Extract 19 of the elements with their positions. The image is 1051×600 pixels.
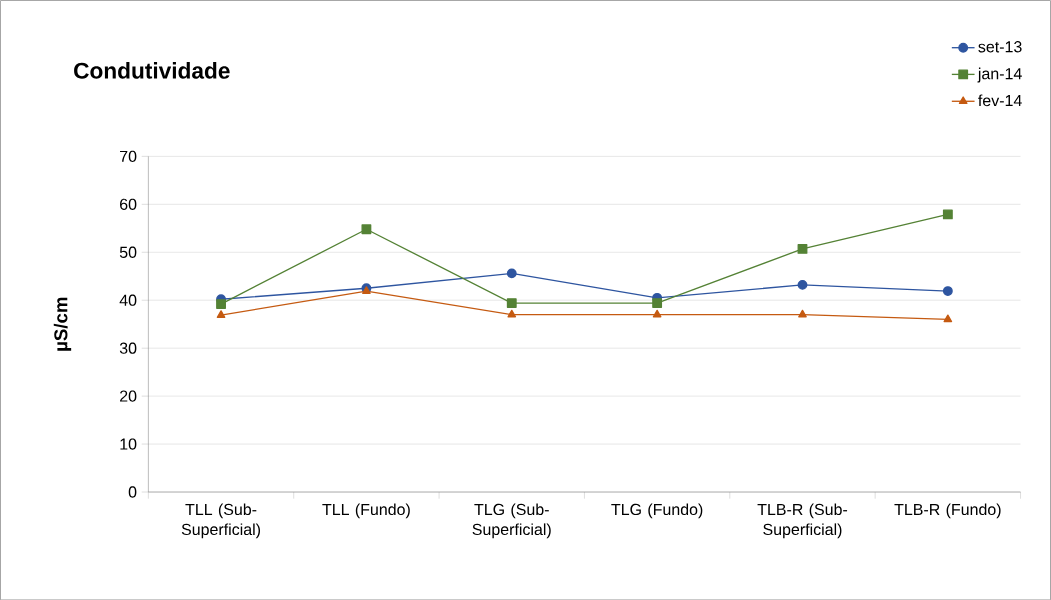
- y-tick-label: 50: [119, 246, 137, 258]
- chart-title: Condutividade: [74, 61, 230, 79]
- y-axis-title: µS/cm: [53, 297, 72, 351]
- y-tick-label: 10: [120, 438, 137, 450]
- x-tick-label: TLL (Sub-Superficial): [181, 503, 261, 539]
- y-tick-label: 0: [128, 486, 137, 498]
- x-tick-label: TLL (Fundo): [322, 503, 410, 519]
- legend-label: jan-14: [977, 67, 1022, 83]
- x-tick-label: TLB-R (Fundo): [894, 503, 1001, 519]
- y-tick-label: 30: [119, 342, 137, 354]
- x-tick-label: TLB-R (Sub-Superficial): [757, 503, 848, 539]
- y-tick-label: 40: [119, 294, 137, 306]
- y-tick-label: 60: [120, 198, 137, 210]
- y-tick-label: 20: [120, 390, 137, 402]
- legend-label: set-13: [978, 40, 1022, 53]
- y-tick-label: 70: [120, 150, 137, 162]
- legend-label: fev-14: [978, 94, 1022, 107]
- x-tick-label: TLG (Sub-Superficial): [472, 503, 551, 539]
- x-tick-label: TLG (Fundo): [611, 503, 703, 519]
